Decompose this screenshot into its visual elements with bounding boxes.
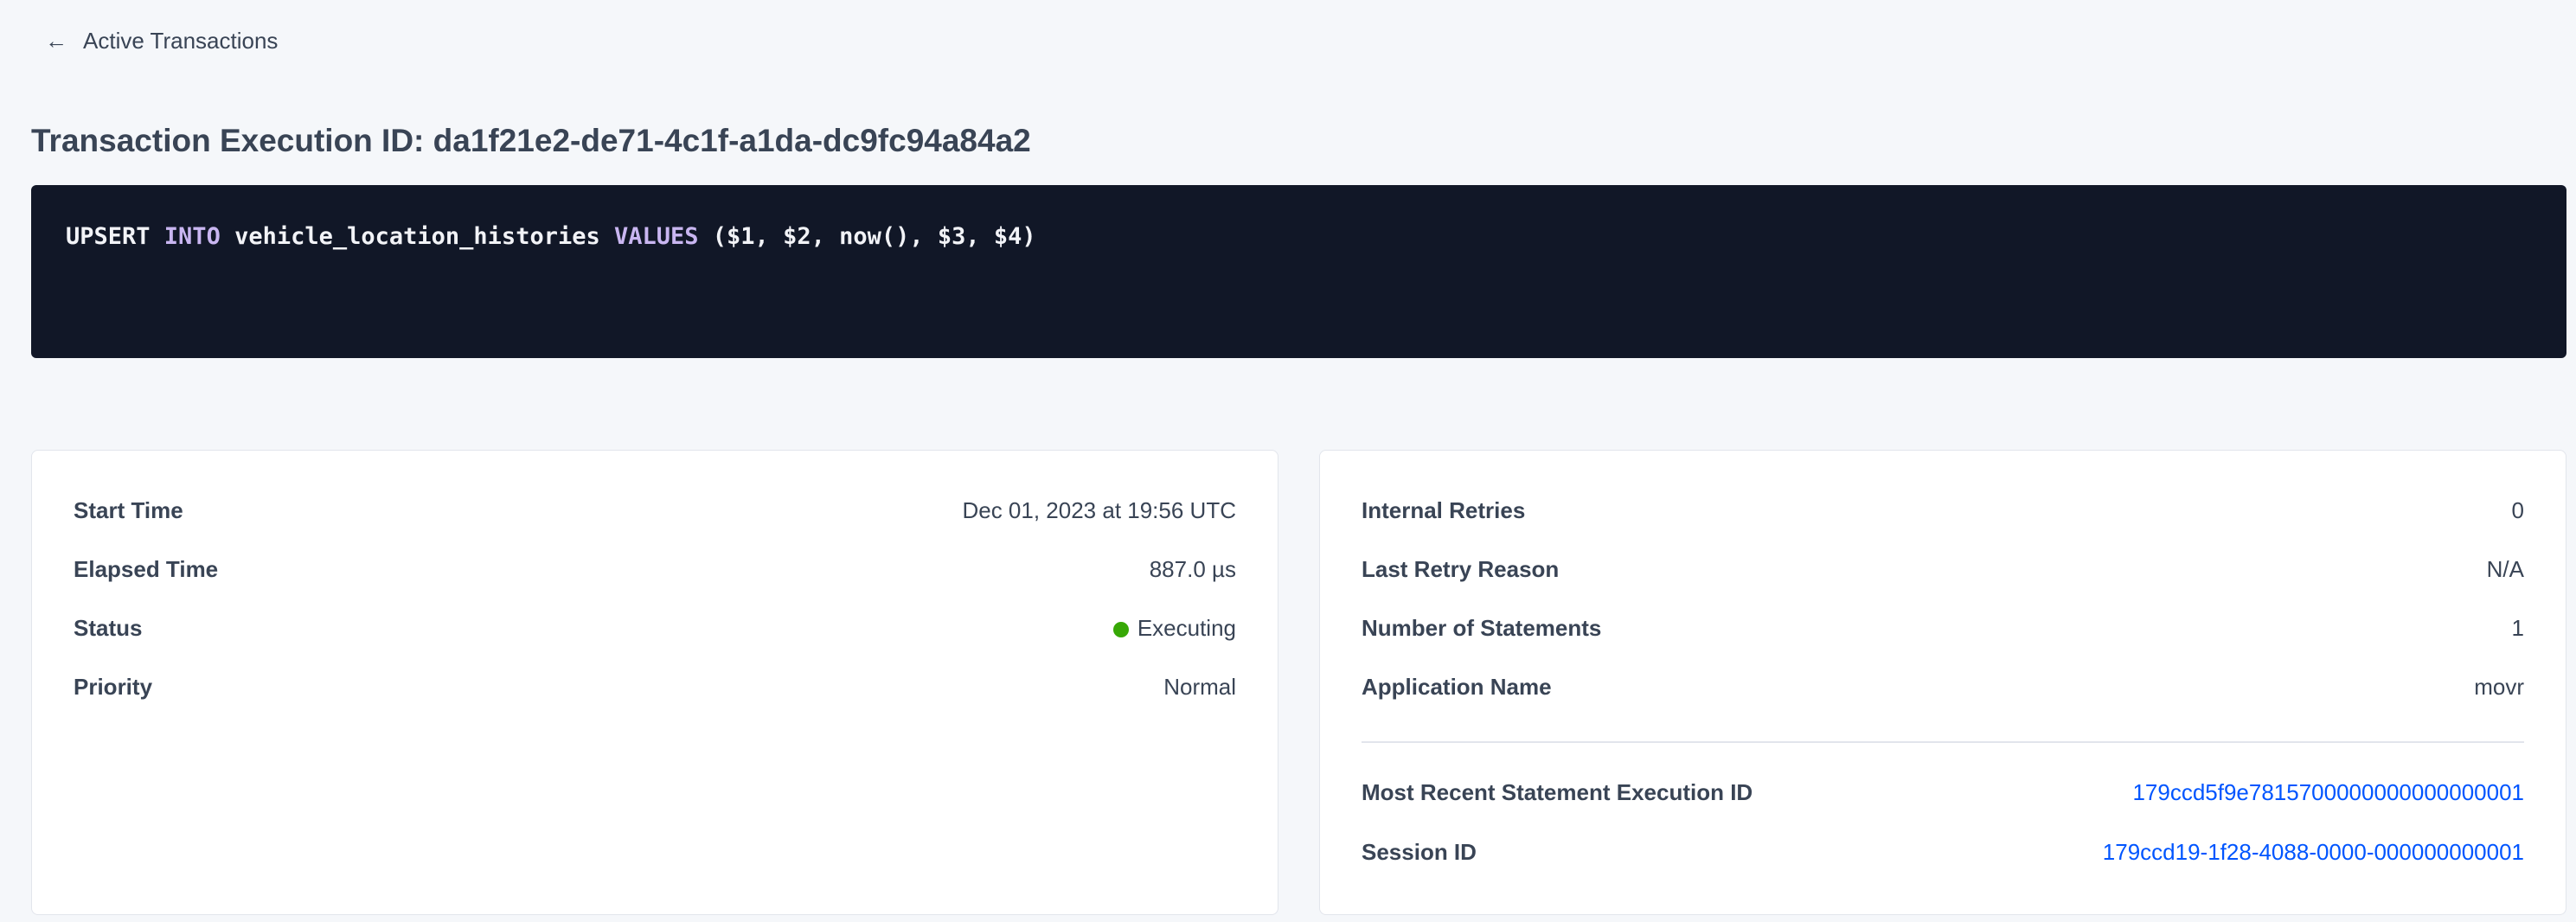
internal-retries-row: Internal Retries 0 xyxy=(1362,497,2524,524)
transaction-details-card: Internal Retries 0 Last Retry Reason N/A… xyxy=(1319,450,2566,915)
back-link-label: Active Transactions xyxy=(83,28,279,54)
start-time-row: Start Time Dec 01, 2023 at 19:56 UTC xyxy=(74,497,1236,524)
application-name-row: Application Name movr xyxy=(1362,674,2524,701)
session-id-row: Session ID 179ccd19-1f28-4088-0000-00000… xyxy=(1362,839,2524,866)
status-row: Status Executing xyxy=(74,615,1236,642)
row-value: movr xyxy=(2474,674,2524,700)
row-label: Start Time xyxy=(74,497,183,523)
sql-token: UPSERT xyxy=(66,223,164,250)
arrow-left-icon: ← xyxy=(45,28,67,54)
statement-execution-id-link[interactable]: 179ccd5f9e7815700000000000000001 xyxy=(2132,779,2524,805)
session-id-link[interactable]: 179ccd19-1f28-4088-0000-000000000001 xyxy=(2102,839,2524,865)
row-value: N/A xyxy=(2486,556,2524,582)
row-value: Dec 01, 2023 at 19:56 UTC xyxy=(962,497,1236,523)
back-link[interactable]: ← Active Transactions xyxy=(45,28,278,54)
row-label: Application Name xyxy=(1362,674,1552,700)
row-label: Elapsed Time xyxy=(74,556,219,582)
row-value: 1 xyxy=(2511,615,2524,641)
divider xyxy=(1362,741,2524,743)
row-label: Most Recent Statement Execution ID xyxy=(1362,779,1753,805)
row-value: Normal xyxy=(1163,674,1236,700)
row-value: 0 xyxy=(2511,497,2524,523)
row-label: Session ID xyxy=(1362,839,1477,865)
sql-token: vehicle_location_histories xyxy=(220,223,614,250)
row-label: Number of Statements xyxy=(1362,615,1602,641)
row-label: Last Retry Reason xyxy=(1362,556,1560,582)
statement-execution-id-row: Most Recent Statement Execution ID 179cc… xyxy=(1362,779,2524,806)
transaction-summary-card: Start Time Dec 01, 2023 at 19:56 UTC Ela… xyxy=(31,450,1278,915)
elapsed-time-row: Elapsed Time 887.0 µs xyxy=(74,556,1236,583)
status-dot-icon xyxy=(1112,622,1129,637)
sql-statement: UPSERT INTO vehicle_location_histories V… xyxy=(31,185,2566,358)
row-value: 887.0 µs xyxy=(1149,556,1236,582)
sql-token: ($1, $2, now(), $3, $4) xyxy=(698,223,1036,250)
number-of-statements-row: Number of Statements 1 xyxy=(1362,615,2524,642)
sql-keyword: VALUES xyxy=(613,223,699,250)
status-badge: Executing xyxy=(1112,615,1236,642)
page-title: Transaction Execution ID: da1f21e2-de71-… xyxy=(31,123,1031,158)
status-text: Executing xyxy=(1137,615,1236,641)
last-retry-reason-row: Last Retry Reason N/A xyxy=(1362,556,2524,583)
sql-keyword: INTO xyxy=(163,223,221,250)
priority-row: Priority Normal xyxy=(74,674,1236,701)
row-label: Status xyxy=(74,615,143,641)
row-label: Priority xyxy=(74,674,153,700)
row-label: Internal Retries xyxy=(1362,497,1526,523)
